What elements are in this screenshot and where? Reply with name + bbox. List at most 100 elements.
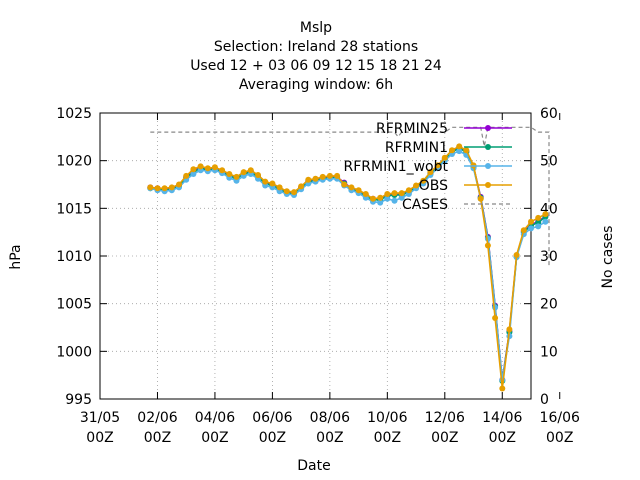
x-tick-label: 12/06 <box>425 410 465 426</box>
x-tick-label: 06/06 <box>252 410 292 426</box>
y2-axis-label: No cases <box>600 226 616 289</box>
point-obs <box>334 172 341 179</box>
point-obs <box>240 169 247 176</box>
point-rfrmin1_wobt <box>535 223 542 230</box>
x-tick-label-time: 00Z <box>374 430 401 446</box>
title-line-0: Mslp <box>300 20 332 36</box>
y2-tick-label: 50 <box>540 154 558 170</box>
point-obs <box>161 185 168 192</box>
point-obs <box>542 211 549 218</box>
point-obs <box>305 176 312 183</box>
point-obs <box>391 190 398 197</box>
point-obs <box>370 195 376 202</box>
x-tick-label-time: 00Z <box>489 430 516 446</box>
point-obs <box>276 184 283 191</box>
point-obs <box>147 184 154 191</box>
x-tick-label: 08/06 <box>310 410 350 426</box>
y-tick-label: 1025 <box>56 106 92 122</box>
title-line-1: Selection: Ireland 28 stations <box>214 39 418 55</box>
x-tick-label: 10/06 <box>367 410 407 426</box>
point-obs <box>506 326 513 333</box>
point-obs <box>255 172 261 178</box>
point-obs <box>154 185 161 192</box>
point-obs <box>398 190 405 197</box>
point-obs <box>183 172 190 179</box>
x-tick-label-time: 00Z <box>86 430 113 446</box>
title-line-2: Used 12 + 03 06 09 12 15 18 21 24 <box>190 58 442 74</box>
point-obs <box>477 195 484 202</box>
point-rfrmin1_wobt <box>456 148 463 155</box>
point-obs <box>456 143 463 150</box>
chart-title: Mslp Selection: Ireland 28 stations Used 1… <box>190 20 442 93</box>
point-rfrmin1_wobt <box>542 218 549 225</box>
point-rfrmin1_wobt <box>398 194 405 201</box>
point-obs <box>262 178 269 185</box>
y-tick-label: 995 <box>65 392 92 408</box>
point-obs <box>247 167 254 174</box>
point-rfrmin1_wobt <box>492 304 499 311</box>
legend-marker <box>485 182 491 188</box>
point-obs <box>176 181 182 188</box>
x-tick-label-time: 00Z <box>201 430 228 446</box>
legend-label: RFRMIN1 <box>385 140 448 156</box>
point-obs <box>233 173 240 180</box>
point-obs <box>513 252 520 258</box>
x-tick-label-time: 00Z <box>316 430 343 446</box>
point-rfrmin1_wobt <box>391 197 398 204</box>
point-obs <box>520 227 527 234</box>
y-tick-label: 1005 <box>56 297 92 313</box>
x-axis-label: Date <box>297 458 330 474</box>
point-rfrmin1_wobt <box>528 225 534 232</box>
point-obs <box>312 175 319 182</box>
point-obs <box>355 187 362 194</box>
point-obs <box>326 172 333 179</box>
y-tick-label: 1015 <box>56 201 92 217</box>
point-obs <box>449 147 455 154</box>
y2-tick-label: 0 <box>540 392 549 408</box>
point-obs <box>405 187 412 194</box>
series <box>147 126 550 392</box>
legend-label: RFRMIN25 <box>376 121 448 137</box>
point-obs <box>291 189 297 196</box>
point-obs <box>420 177 427 184</box>
x-tick-label-time: 00Z <box>144 430 171 446</box>
x-tick-label-time: 00Z <box>431 430 458 446</box>
point-obs <box>341 181 348 188</box>
point-rfrmin1_wobt <box>190 171 197 177</box>
legend-label: RFRMIN1_wobt <box>344 159 449 175</box>
legend-label: CASES <box>402 197 448 213</box>
point-obs <box>269 180 276 187</box>
point-obs <box>197 163 204 170</box>
x-tick-label: 04/06 <box>195 410 235 426</box>
point-obs <box>283 188 290 195</box>
point-obs <box>348 184 355 191</box>
point-obs <box>492 315 499 321</box>
x-tick-label: 14/06 <box>482 410 522 426</box>
legend-marker <box>485 163 491 169</box>
legend-label: OBS <box>419 178 448 194</box>
point-obs <box>427 169 434 176</box>
legend-marker <box>485 144 491 150</box>
point-obs <box>219 167 226 174</box>
point-obs <box>384 191 391 197</box>
point-obs <box>226 171 233 177</box>
point-rfrmin1_wobt <box>384 195 391 202</box>
point-obs <box>463 147 470 154</box>
y-tick-label: 1020 <box>56 154 92 170</box>
x-tick-label: 31/05 <box>80 410 120 426</box>
point-obs <box>319 173 326 180</box>
y2-tick-label: 10 <box>540 344 558 360</box>
point-obs <box>535 214 542 221</box>
point-obs <box>190 166 197 173</box>
point-obs <box>362 191 369 197</box>
point-obs <box>298 183 305 190</box>
title-line-3: Averaging window: 6h <box>239 77 393 93</box>
point-obs <box>204 165 211 172</box>
point-obs <box>434 162 441 169</box>
axes: 9951000100510101015102010250102030405060… <box>56 106 580 446</box>
point-obs <box>499 385 506 392</box>
point-obs <box>528 218 534 225</box>
point-obs <box>413 182 420 189</box>
x-tick-label-time: 00Z <box>546 430 573 446</box>
